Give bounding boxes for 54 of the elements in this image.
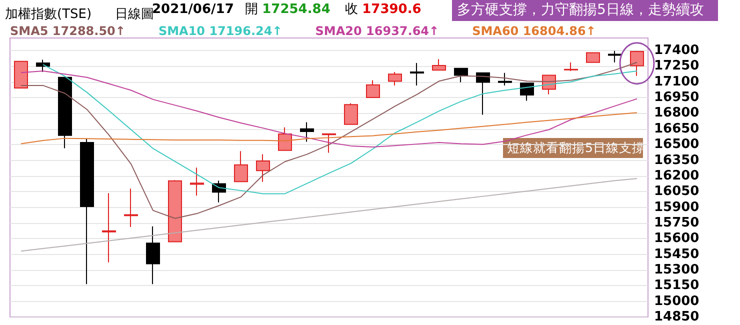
candlestick xyxy=(102,192,116,263)
y-tick-label: 15900 xyxy=(654,200,700,215)
candlestick xyxy=(278,126,292,151)
candlestick xyxy=(564,62,578,72)
chart-title: 加權指數(TSE) xyxy=(5,7,92,22)
candlestick xyxy=(322,133,336,154)
y-tick-label: 16050 xyxy=(654,184,700,200)
y-tick-label: 17400 xyxy=(654,43,700,58)
y-tick-label: 16500 xyxy=(654,137,700,152)
chart-subtitle: 日線圖 xyxy=(115,7,154,22)
text: 2021/06/17 xyxy=(152,2,234,17)
y-tick-label: 15450 xyxy=(654,246,700,262)
candlestick xyxy=(608,50,622,63)
candlestick xyxy=(454,68,468,83)
y-tick-label: 17100 xyxy=(654,74,700,90)
text: 開 17254.84 xyxy=(245,2,330,17)
candlestick xyxy=(388,71,402,86)
text: SMA10 17196.24↑ xyxy=(158,24,282,38)
candlestick xyxy=(14,60,28,88)
text: SMA5 17288.50↑ xyxy=(10,24,126,38)
text: 收 17390.6 xyxy=(345,2,422,17)
y-tick-label: 16800 xyxy=(654,106,700,121)
candlestick xyxy=(80,138,94,285)
text: SMA20 16937.64↑ xyxy=(315,24,440,38)
y-tick-label: 16350 xyxy=(654,152,700,168)
candlestick xyxy=(234,150,248,182)
text: 多方硬支撐，力守翻揚5日線，走勢續攻 xyxy=(457,2,704,18)
y-tick-label: 16650 xyxy=(654,121,700,136)
candlestick xyxy=(300,122,314,142)
y-tick-label: 16200 xyxy=(654,168,700,184)
y-tick-label: 15150 xyxy=(654,278,700,294)
candlestick xyxy=(344,102,358,125)
candlestick xyxy=(476,72,490,116)
candlestick xyxy=(410,62,424,86)
candlestick xyxy=(256,154,270,182)
line-series xyxy=(20,178,638,252)
candlestick xyxy=(168,180,182,242)
y-tick-label: 15000 xyxy=(654,294,700,309)
candlestick xyxy=(520,82,534,102)
candlestick xyxy=(146,226,160,285)
y-tick-label: 16950 xyxy=(654,90,700,106)
candlestick xyxy=(190,167,204,196)
y-tick-label: 17250 xyxy=(654,58,700,74)
candlestick xyxy=(366,80,380,98)
candlestick xyxy=(124,188,138,228)
y-tick-label: 15300 xyxy=(654,262,700,278)
candlestick xyxy=(630,50,644,76)
candlestick xyxy=(432,58,446,71)
candlestick xyxy=(586,52,600,63)
candlestick xyxy=(58,76,72,149)
text: SMA60 16804.86↑ xyxy=(472,24,596,38)
y-tick-label: 15750 xyxy=(654,215,700,230)
y-tick-label: 14850 xyxy=(654,310,700,324)
y-tick-label: 15600 xyxy=(654,231,700,246)
